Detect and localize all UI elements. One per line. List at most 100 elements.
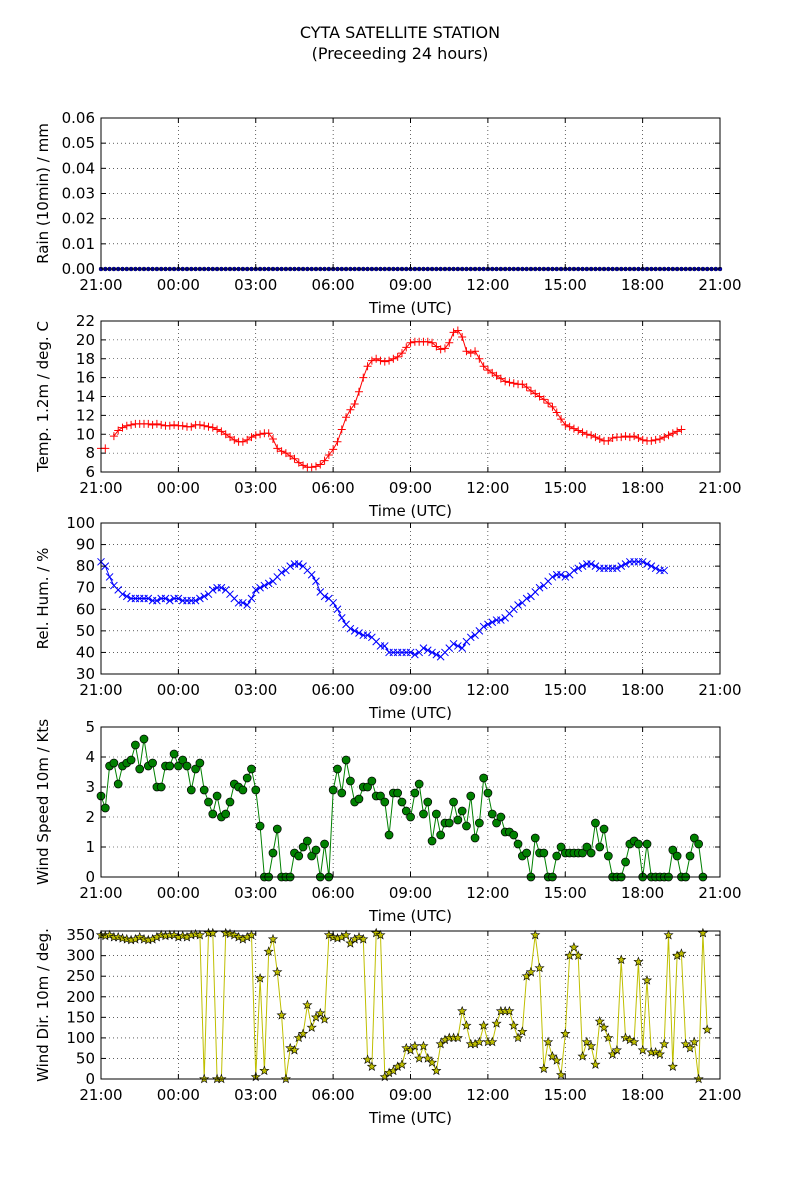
data-point [247,594,256,603]
data-point [294,851,304,861]
data-point [363,362,372,371]
data-point [273,444,282,453]
x-tick-label: 21:00 [698,479,741,497]
data-point [634,839,643,849]
data-point [268,848,278,858]
data-point [385,356,394,365]
x-tick-label: 18:00 [621,681,664,699]
data-point [461,1020,472,1030]
data-point [221,430,230,439]
data-point [525,966,536,977]
x-tick-label: 00:00 [157,884,200,902]
x-tick-label: 21:00 [698,1086,741,1104]
data-point [508,1020,519,1030]
y-tick-label: 5 [85,718,95,736]
data-point [246,929,257,940]
data-point [538,1063,549,1074]
data-point [531,389,540,398]
data-point [272,966,283,977]
data-point [478,1020,489,1030]
data-point [100,803,110,813]
data-point [165,761,175,771]
data-point [526,386,535,395]
data-point [591,562,600,570]
data-point [651,435,660,444]
x-tick-label: 12:00 [466,276,509,294]
data-point [445,338,454,347]
data-point [208,809,218,819]
data-point [285,1042,296,1053]
y-tick-label: 0.06 [62,109,95,127]
y-tick-label: 18 [76,350,95,368]
data-point [462,347,471,356]
y-tick-label: 6 [85,463,95,481]
data-point [315,1007,326,1018]
data-point [569,424,578,433]
data-point [633,956,644,967]
data-point [694,839,703,849]
data-point [118,423,127,432]
data-point [251,431,260,440]
data-point [642,974,653,985]
data-point [191,596,200,605]
data-point [578,848,587,858]
x-tick-label: 15:00 [544,479,587,497]
data-point [346,776,355,786]
data-point [311,845,321,855]
data-point [570,566,578,575]
data-point [324,451,333,460]
y-tick-label: 16 [76,369,95,387]
x-tick-label: 06:00 [312,884,355,902]
x-tick-label: 12:00 [466,479,509,497]
y-tick-label: 60 [76,600,95,618]
figure-subtitle: (Preceeding 24 hours) [312,44,489,63]
data-point [225,433,234,442]
x-tick-label: 15:00 [544,681,587,699]
data-point [654,1048,666,1059]
data-point [457,806,467,816]
data-point [272,824,282,834]
data-point [458,333,467,342]
data-point [122,592,131,601]
y-tick-label: 0 [85,1070,95,1088]
data-point [466,633,475,642]
y-tick-label: 2 [85,808,95,826]
data-point [148,420,157,429]
data-point [513,1032,524,1043]
data-point [396,1059,407,1070]
data-point [471,347,480,356]
data-point [427,836,437,846]
data-point [453,326,462,335]
chart-panel-3: 21:00 00:00 03:00 06:00 09:00 12:00 15:00 18:00… [34,514,742,722]
data-point [581,1036,592,1047]
data-point [573,950,584,960]
data-point [384,830,394,840]
y-tick-label: 30 [76,665,95,683]
data-point [410,788,420,798]
data-point [168,929,180,940]
x-tick-label: 09:00 [389,276,432,294]
data-point [409,1040,420,1051]
data-point [647,562,656,570]
x-tick-label: 21:00 [698,681,741,699]
data-point [414,1053,425,1063]
data-point [337,614,346,622]
data-point [260,581,269,590]
data-point [617,562,626,570]
data-point [629,1036,640,1047]
data-point [298,1028,309,1039]
data-point [458,644,467,652]
data-point [411,650,419,659]
data-point [380,642,389,650]
data-point [423,646,432,655]
data-point [547,1051,558,1061]
y-tick-label: 300 [66,947,95,965]
data-point [191,764,200,774]
data-point [660,566,669,575]
data-point [229,929,240,940]
y-tick-label: 200 [66,988,95,1006]
data-point [522,594,531,603]
data-point [488,368,497,377]
data-point [376,791,385,801]
y-tick-label: 0.01 [62,235,95,253]
